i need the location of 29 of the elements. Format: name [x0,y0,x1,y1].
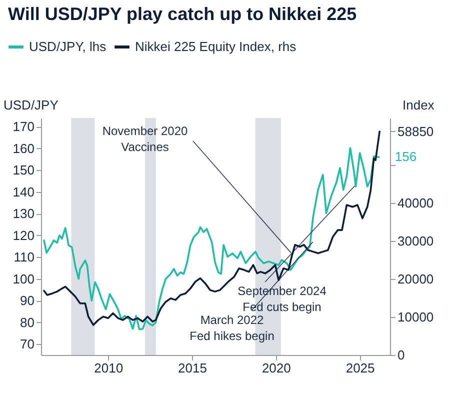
y2-tick-label: 0 [398,348,405,362]
y-tick-label: 170 [12,119,34,134]
y-tick-label: 130 [12,206,34,222]
y-tick-label: 100 [12,271,34,286]
y2-axis-title: Index [402,98,435,112]
annotation: November 2020 Vaccines [102,124,188,154]
y-tick-label: 90 [20,293,34,308]
y-tick-label: 160 [12,140,34,156]
y-tick-label: 140 [12,184,34,200]
annotation: March 2022 Fed hikes begin [190,313,274,343]
data-label: 156 [394,149,417,164]
x-tick-label: 2020 [262,360,291,376]
y2-tick-label: 10000 [398,310,434,325]
chart-title: Will USD/JPY play catch up to Nikkei 225 [8,4,357,24]
legend-label: Nikkei 225 Equity Index, rhs [135,39,297,54]
y2-tick-label: 40000 [398,196,434,211]
legend-label: USD/JPY, lhs [29,39,107,54]
y-tick-label: 80 [20,314,34,330]
y-tick-label: 110 [14,250,34,265]
x-tick-label: 2015 [178,360,207,376]
y2-tick-label: 58850 [398,124,434,139]
y-tick-label: 150 [12,162,34,178]
y-tick-label: 120 [12,228,34,243]
y-tick-label: 70 [20,336,34,352]
y2-tick-label: 30000 [398,234,434,249]
x-tick-label: 2010 [94,360,124,376]
y2-tick-label: 20000 [398,272,434,287]
y-axis-title: USD/JPY [4,98,59,112]
x-tick-label: 2025 [346,360,375,376]
